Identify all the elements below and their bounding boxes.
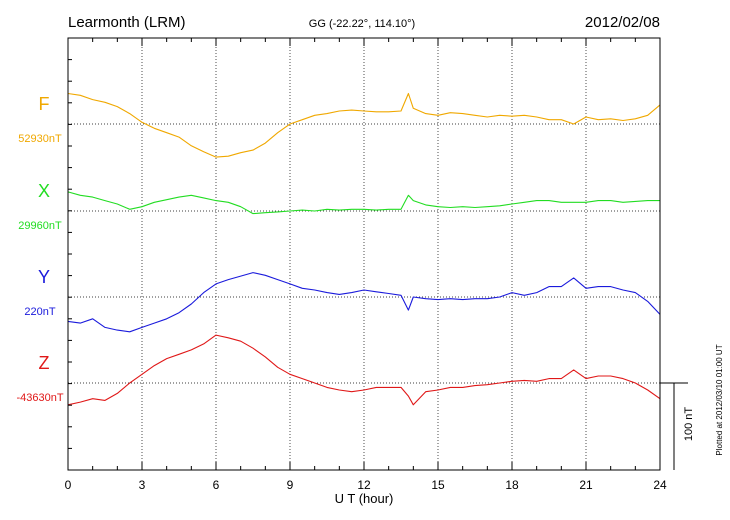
- series-line-y: [67, 272, 661, 333]
- x-axis-label: U T (hour): [335, 491, 394, 506]
- series-baseline-value-x: 29960nT: [18, 220, 62, 232]
- x-tick-label: 9: [287, 478, 294, 492]
- series-name-z: Z: [39, 353, 50, 373]
- series-baseline-value-z: -43630nT: [16, 392, 63, 404]
- x-tick-label: 3: [139, 478, 146, 492]
- date-label: 2012/02/08: [585, 14, 660, 31]
- series-layer: [67, 92, 661, 406]
- x-tick-label: 21: [579, 478, 593, 492]
- series-baseline-value-y: 220nT: [24, 306, 55, 318]
- axis-ticks: [67, 38, 661, 470]
- x-tick-label: 15: [431, 478, 445, 492]
- grid-lines: [141, 38, 587, 470]
- x-tick-label: 12: [357, 478, 371, 492]
- series-line-x: [67, 191, 660, 215]
- x-tick-label: 0: [65, 478, 72, 492]
- series-line-f: [67, 92, 661, 158]
- series-name-x: X: [38, 181, 50, 201]
- scale-bar-label: 100 nT: [683, 407, 695, 442]
- series-labels: F 52930nT X 29960nT Y 220nT Z -43630nT: [16, 94, 63, 404]
- series-baseline-value-f: 52930nT: [18, 133, 62, 145]
- scale-bar: 100 nT: [660, 382, 695, 470]
- station-title: Learmonth (LRM): [68, 14, 186, 31]
- plotted-at-note: Plotted at 2012/03/10 01:00 UT: [715, 344, 724, 455]
- series-line-z: [67, 334, 661, 406]
- x-tick-label: 18: [505, 478, 519, 492]
- x-tick-label: 24: [653, 478, 667, 492]
- series-name-y: Y: [38, 267, 50, 287]
- series-name-f: F: [39, 94, 50, 114]
- coordinates-label: GG (-22.22°, 114.10°): [309, 18, 415, 30]
- x-tick-labels: 0 3 6 9 12 15 18 21 24: [65, 478, 667, 492]
- x-tick-label: 6: [213, 478, 220, 492]
